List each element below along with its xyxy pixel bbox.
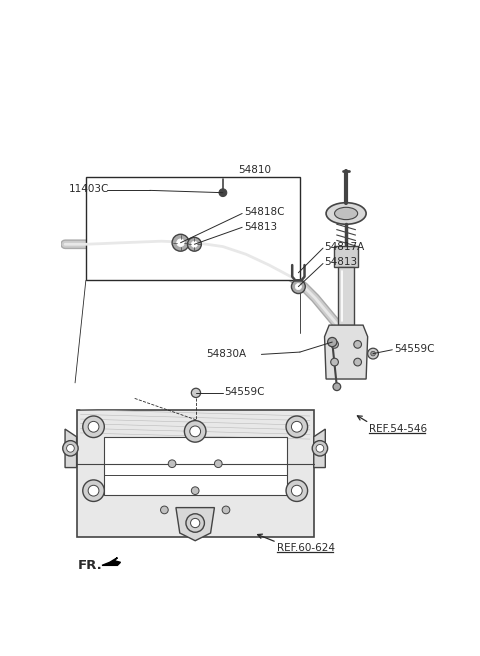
- Bar: [104, 437, 287, 495]
- Circle shape: [83, 416, 104, 438]
- Polygon shape: [102, 558, 120, 565]
- Bar: [77, 410, 314, 537]
- Circle shape: [368, 348, 378, 359]
- Text: 54830A: 54830A: [206, 350, 246, 359]
- Circle shape: [192, 487, 199, 495]
- Circle shape: [215, 460, 222, 468]
- Circle shape: [219, 189, 227, 197]
- Text: 54559C: 54559C: [225, 387, 265, 397]
- Circle shape: [291, 421, 302, 432]
- Circle shape: [333, 383, 341, 390]
- Circle shape: [286, 416, 308, 438]
- Circle shape: [67, 445, 74, 452]
- Circle shape: [186, 514, 204, 532]
- Text: 54818C: 54818C: [244, 207, 284, 217]
- Text: REF.54-546: REF.54-546: [369, 424, 427, 434]
- Circle shape: [177, 239, 184, 247]
- Circle shape: [192, 241, 197, 247]
- Circle shape: [328, 337, 337, 346]
- Text: FR.: FR.: [78, 559, 103, 572]
- Circle shape: [291, 485, 302, 496]
- Circle shape: [295, 283, 301, 290]
- Circle shape: [190, 426, 201, 437]
- Circle shape: [63, 441, 78, 456]
- Circle shape: [83, 480, 104, 501]
- Circle shape: [188, 237, 201, 251]
- Circle shape: [316, 445, 324, 452]
- Circle shape: [88, 485, 99, 496]
- Bar: [338, 268, 354, 325]
- Circle shape: [184, 420, 206, 442]
- Circle shape: [191, 518, 200, 527]
- Text: REF.60-624: REF.60-624: [277, 543, 335, 554]
- Circle shape: [168, 460, 176, 468]
- Polygon shape: [65, 429, 77, 468]
- Polygon shape: [324, 325, 368, 379]
- Text: 54810: 54810: [238, 165, 271, 174]
- Circle shape: [331, 340, 338, 348]
- Circle shape: [354, 340, 361, 348]
- Circle shape: [160, 506, 168, 514]
- Polygon shape: [314, 429, 325, 468]
- Circle shape: [331, 358, 338, 366]
- Text: 54817A: 54817A: [324, 241, 365, 252]
- Circle shape: [172, 234, 189, 251]
- Text: 11403C: 11403C: [69, 184, 109, 194]
- Circle shape: [354, 358, 361, 366]
- Bar: [334, 246, 359, 268]
- Circle shape: [286, 480, 308, 501]
- Polygon shape: [176, 508, 215, 541]
- Ellipse shape: [335, 207, 358, 220]
- Text: 54813: 54813: [244, 222, 277, 232]
- Circle shape: [88, 421, 99, 432]
- Circle shape: [222, 506, 230, 514]
- Text: 54813: 54813: [324, 257, 358, 267]
- Ellipse shape: [326, 203, 366, 224]
- Circle shape: [371, 352, 375, 356]
- Bar: [86, 177, 300, 281]
- Circle shape: [312, 441, 328, 456]
- Text: 54559C: 54559C: [395, 344, 435, 354]
- Circle shape: [192, 388, 201, 398]
- Circle shape: [291, 279, 305, 293]
